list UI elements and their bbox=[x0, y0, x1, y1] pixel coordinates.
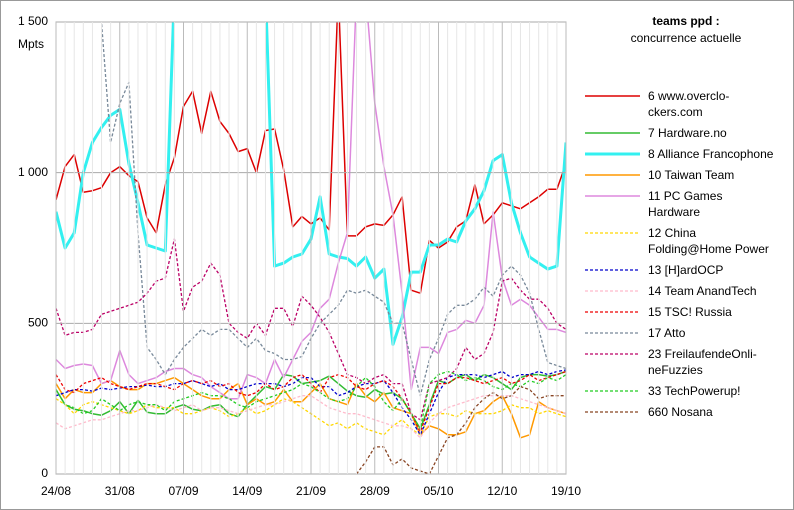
series-line bbox=[355, 385, 566, 474]
y-tick-label: 0 bbox=[41, 466, 48, 480]
legend-label: 7 Hardware.no bbox=[648, 126, 727, 140]
legend-label: 15 TSC! Russia bbox=[648, 305, 732, 319]
series-line bbox=[56, 370, 566, 430]
x-tick-label: 19/10 bbox=[551, 484, 581, 498]
legend-label: 11 PC Games Hardware bbox=[648, 189, 723, 219]
legend-label: 660 Nosana bbox=[648, 405, 713, 419]
legend-label: 8 Alliance Francophone bbox=[648, 147, 774, 161]
y-axis-label: Mpts bbox=[18, 37, 44, 51]
legend-label: 12 China Folding@Home Power bbox=[648, 226, 769, 256]
x-tick-label: 12/10 bbox=[487, 484, 517, 498]
legend-label: 10 Taiwan Team bbox=[648, 168, 735, 182]
x-tick-label: 28/09 bbox=[360, 484, 390, 498]
legend-label: 13 [H]ardOCP bbox=[648, 263, 724, 277]
series-line bbox=[56, 238, 566, 421]
x-tick-label: 31/08 bbox=[105, 484, 135, 498]
x-tick-label: 21/09 bbox=[296, 484, 326, 498]
legend-label: 14 Team AnandTech bbox=[648, 284, 757, 298]
legend-label: 23 FreilaufendeOnli- neFuzzies bbox=[648, 347, 757, 377]
y-tick-label: 500 bbox=[28, 316, 48, 330]
legend-label: 17 Atto bbox=[648, 326, 686, 340]
legend-label: 33 TechPowerup! bbox=[648, 384, 741, 398]
x-tick-label: 05/10 bbox=[423, 484, 453, 498]
y-tick-label: 1 000 bbox=[18, 165, 48, 179]
y-tick-label: 1 500 bbox=[18, 14, 48, 28]
legend-label: 6 www.overclo- ckers.com bbox=[648, 89, 730, 119]
series-line bbox=[56, 395, 566, 439]
x-tick-label: 14/09 bbox=[232, 484, 262, 498]
legend-title: teams ppd : bbox=[652, 14, 719, 28]
x-tick-label: 07/09 bbox=[168, 484, 198, 498]
legend-subtitle: concurrence actuelle bbox=[631, 31, 742, 45]
x-tick-label: 24/08 bbox=[41, 484, 71, 498]
